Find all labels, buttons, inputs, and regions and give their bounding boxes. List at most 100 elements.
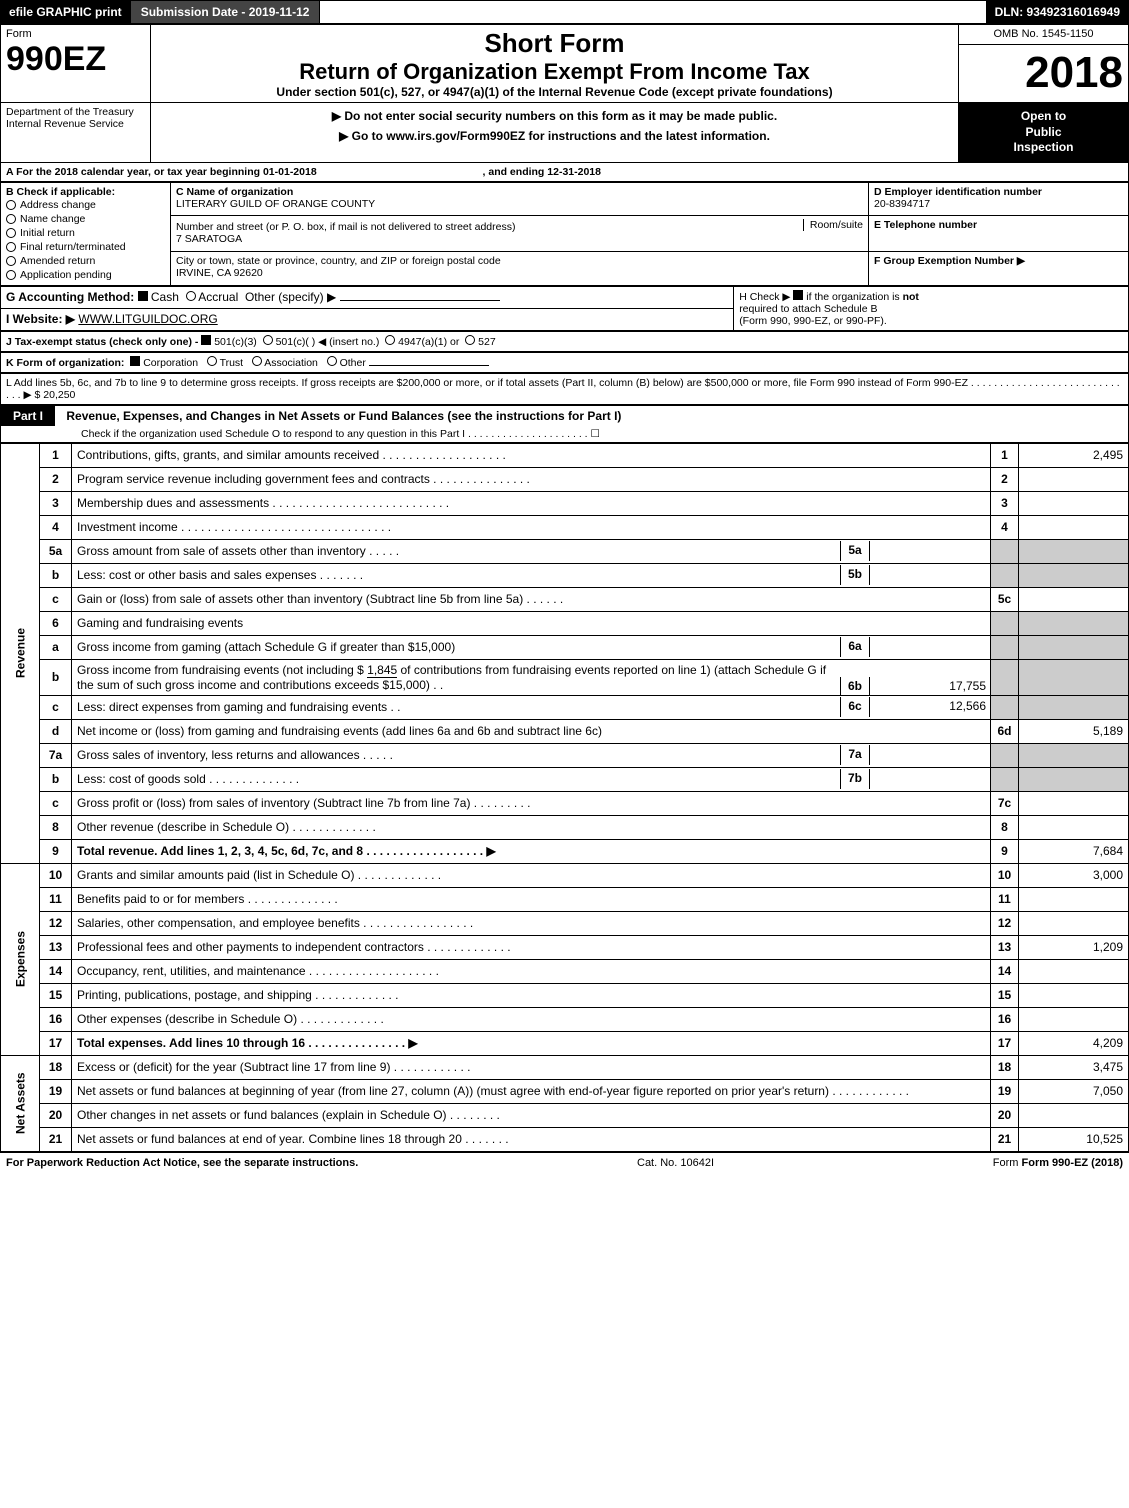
return-title: Return of Organization Exempt From Incom… bbox=[156, 59, 953, 85]
l2-col: 2 bbox=[991, 467, 1019, 491]
line-l-row: L Add lines 5b, 6c, and 7b to line 9 to … bbox=[0, 373, 1129, 405]
l7b-sub: 7b bbox=[840, 769, 870, 789]
l6a-sub: 6a bbox=[840, 637, 870, 657]
l4-col: 4 bbox=[991, 515, 1019, 539]
efile-print-label[interactable]: efile GRAPHIC print bbox=[1, 1, 131, 23]
chk-cash[interactable] bbox=[138, 291, 148, 301]
open-public-l1: Open to bbox=[963, 109, 1124, 125]
form-id-cell: Form 990EZ bbox=[1, 25, 151, 103]
l17-amt: 4,209 bbox=[1019, 1031, 1129, 1055]
l16-amt bbox=[1019, 1007, 1129, 1031]
line-j-label: J Tax-exempt status (check only one) - bbox=[6, 336, 201, 348]
opt-4947: 4947(a)(1) or bbox=[398, 336, 459, 348]
part1-check-box[interactable]: ☐ bbox=[591, 428, 600, 440]
line-j-row: J Tax-exempt status (check only one) - 5… bbox=[0, 331, 1129, 352]
l5a-num: 5a bbox=[40, 539, 72, 563]
line-h-text2: required to attach Schedule B bbox=[739, 303, 1123, 315]
box-b-title: B Check if applicable: bbox=[6, 186, 165, 198]
footer-left: For Paperwork Reduction Act Notice, see … bbox=[6, 1157, 358, 1169]
l6a-col-shade bbox=[991, 635, 1019, 659]
opt-corporation: Corporation bbox=[143, 357, 198, 369]
dept-cell: Department of the Treasury Internal Reve… bbox=[1, 103, 151, 163]
website-link[interactable]: WWW.LITGUILDOC.ORG bbox=[78, 312, 217, 326]
footer-mid: Cat. No. 10642I bbox=[637, 1157, 714, 1169]
l5c-col: 5c bbox=[991, 587, 1019, 611]
l15-col: 15 bbox=[991, 983, 1019, 1007]
l6c-subval: 12,566 bbox=[870, 697, 990, 717]
dln-label: DLN: 93492316016949 bbox=[987, 1, 1128, 23]
part1-header-cell: Part I Revenue, Expenses, and Changes in… bbox=[1, 405, 1129, 442]
l6-desc: Gaming and fundraising events bbox=[72, 611, 991, 635]
l5b-desc: Less: cost or other basis and sales expe… bbox=[72, 565, 840, 585]
box-c-city-cell: City or town, state or province, country… bbox=[171, 252, 869, 286]
other-specify-input[interactable] bbox=[340, 300, 500, 301]
l19-col: 19 bbox=[991, 1079, 1019, 1103]
other-org-input[interactable] bbox=[369, 365, 489, 366]
l7a-col-shade bbox=[991, 743, 1019, 767]
l20-col: 20 bbox=[991, 1103, 1019, 1127]
l6b-desc-p1: Gross income from fundraising events (no… bbox=[77, 663, 367, 677]
chk-schedule-b-not-required[interactable] bbox=[793, 290, 803, 300]
l6d-amt: 5,189 bbox=[1019, 719, 1129, 743]
open-public-l3: Inspection bbox=[963, 140, 1124, 156]
box-e-cell: E Telephone number bbox=[869, 216, 1129, 252]
l14-amt bbox=[1019, 959, 1129, 983]
chk-corporation[interactable] bbox=[130, 356, 140, 366]
part1-label: Part I bbox=[1, 406, 55, 426]
l10-col: 10 bbox=[991, 863, 1019, 887]
l6b-sub: 6b bbox=[840, 677, 870, 695]
chk-association[interactable] bbox=[252, 356, 262, 366]
chk-501c3[interactable] bbox=[201, 335, 211, 345]
l16-col: 16 bbox=[991, 1007, 1019, 1031]
chk-final-return[interactable]: Final return/terminated bbox=[6, 240, 165, 254]
l8-num: 8 bbox=[40, 815, 72, 839]
l9-amt: 7,684 bbox=[1019, 839, 1129, 863]
l6-amt-shade bbox=[1019, 611, 1129, 635]
l7c-num: c bbox=[40, 791, 72, 815]
irs-label: Internal Revenue Service bbox=[6, 118, 145, 130]
l1-desc: Contributions, gifts, grants, and simila… bbox=[72, 443, 991, 467]
line-j-cell: J Tax-exempt status (check only one) - 5… bbox=[1, 331, 1129, 351]
opt-other: Other bbox=[340, 357, 366, 369]
chk-amended-return[interactable]: Amended return bbox=[6, 254, 165, 268]
l5b-subval bbox=[870, 565, 990, 585]
l5c-amt bbox=[1019, 587, 1129, 611]
box-c-street-label: Number and street (or P. O. box, if mail… bbox=[176, 221, 515, 233]
goto-link-line[interactable]: ▶ Go to www.irs.gov/Form990EZ for instru… bbox=[156, 126, 953, 146]
l4-num: 4 bbox=[40, 515, 72, 539]
city-value: IRVINE, CA 92620 bbox=[176, 267, 863, 279]
l15-desc: Printing, publications, postage, and shi… bbox=[72, 983, 991, 1007]
chk-accrual[interactable] bbox=[186, 291, 196, 301]
l4-desc: Investment income . . . . . . . . . . . … bbox=[72, 515, 991, 539]
chk-initial-return[interactable]: Initial return bbox=[6, 226, 165, 240]
chk-address-change[interactable]: Address change bbox=[6, 198, 165, 212]
l18-desc: Excess or (deficit) for the year (Subtra… bbox=[72, 1055, 991, 1079]
l6a-row: Gross income from gaming (attach Schedul… bbox=[72, 635, 991, 659]
chk-name-change[interactable]: Name change bbox=[6, 212, 165, 226]
l10-num: 10 bbox=[40, 863, 72, 887]
l10-amt: 3,000 bbox=[1019, 863, 1129, 887]
form-number: 990EZ bbox=[6, 40, 145, 79]
l1-num: 1 bbox=[40, 443, 72, 467]
entity-block: B Check if applicable: Address change Na… bbox=[0, 182, 1129, 286]
box-e-label: E Telephone number bbox=[874, 219, 1123, 231]
chk-527[interactable] bbox=[465, 335, 475, 345]
l12-amt bbox=[1019, 911, 1129, 935]
l9-col: 9 bbox=[991, 839, 1019, 863]
chk-trust[interactable] bbox=[207, 356, 217, 366]
chk-4947[interactable] bbox=[385, 335, 395, 345]
period-row: A For the 2018 calendar year, or tax yea… bbox=[0, 163, 1129, 182]
l8-amt bbox=[1019, 815, 1129, 839]
box-f-label: F Group Exemption Number ▶ bbox=[874, 255, 1123, 267]
part1-check-line: Check if the organization used Schedule … bbox=[81, 428, 591, 440]
l6a-amt-shade bbox=[1019, 635, 1129, 659]
chk-application-pending[interactable]: Application pending bbox=[6, 268, 165, 282]
expenses-section-label: Expenses bbox=[1, 863, 40, 1055]
l17-desc: Total expenses. Add lines 10 through 16 … bbox=[72, 1031, 991, 1055]
chk-501c[interactable] bbox=[263, 335, 273, 345]
l2-desc: Program service revenue including govern… bbox=[72, 467, 991, 491]
chk-other-org[interactable] bbox=[327, 356, 337, 366]
l7b-num: b bbox=[40, 767, 72, 791]
l1-col: 1 bbox=[991, 443, 1019, 467]
tax-year-cell: 2018 bbox=[959, 44, 1129, 103]
